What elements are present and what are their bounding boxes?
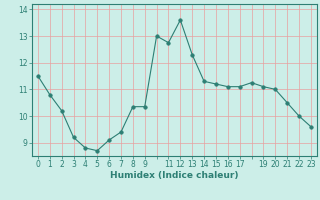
X-axis label: Humidex (Indice chaleur): Humidex (Indice chaleur): [110, 171, 239, 180]
